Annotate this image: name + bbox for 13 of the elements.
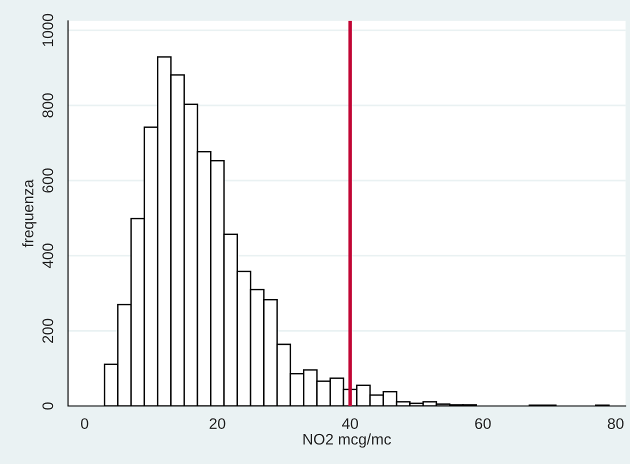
y-tick-label: 1000: [42, 14, 54, 46]
y-axis-title: frequenza: [22, 179, 36, 248]
x-tick-label: 80: [608, 418, 624, 430]
x-tick-label: 0: [80, 418, 88, 430]
x-axis-title: NO2 mcg/mc: [304, 433, 391, 448]
y-tick-label: 800: [42, 93, 54, 118]
y-tick-label: 600: [42, 168, 54, 193]
x-tick-label: 40: [342, 418, 358, 430]
y-tick-label: 200: [42, 318, 54, 343]
x-tick-label: 20: [210, 418, 226, 430]
y-tick-label: 400: [42, 244, 54, 268]
y-tick-label: 0: [42, 402, 54, 410]
x-tick-label: 60: [475, 418, 491, 430]
